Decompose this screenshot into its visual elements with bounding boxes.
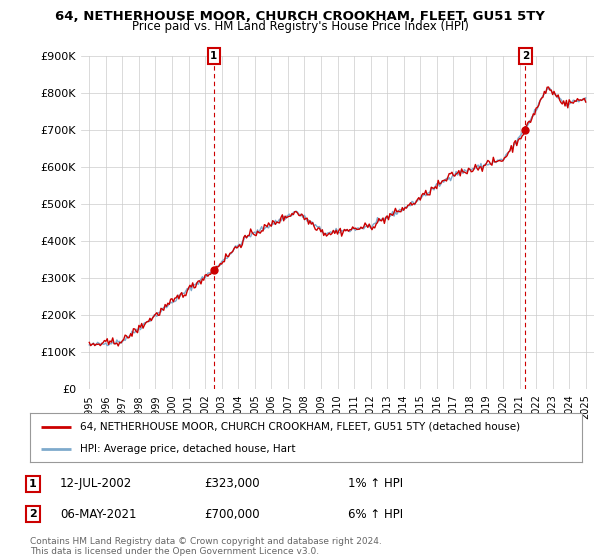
Text: 64, NETHERHOUSE MOOR, CHURCH CROOKHAM, FLEET, GU51 5TY (detached house): 64, NETHERHOUSE MOOR, CHURCH CROOKHAM, F… (80, 422, 520, 432)
Text: Contains HM Land Registry data © Crown copyright and database right 2024.: Contains HM Land Registry data © Crown c… (30, 537, 382, 546)
Text: 2: 2 (29, 509, 37, 519)
Text: HPI: Average price, detached house, Hart: HPI: Average price, detached house, Hart (80, 444, 295, 454)
Text: 1: 1 (210, 51, 218, 61)
Text: 1: 1 (29, 479, 37, 489)
Text: £323,000: £323,000 (204, 477, 260, 491)
Text: 1% ↑ HPI: 1% ↑ HPI (348, 477, 403, 491)
Text: 6% ↑ HPI: 6% ↑ HPI (348, 507, 403, 521)
Text: 2: 2 (521, 51, 529, 61)
Text: 64, NETHERHOUSE MOOR, CHURCH CROOKHAM, FLEET, GU51 5TY: 64, NETHERHOUSE MOOR, CHURCH CROOKHAM, F… (55, 10, 545, 22)
Text: Price paid vs. HM Land Registry's House Price Index (HPI): Price paid vs. HM Land Registry's House … (131, 20, 469, 33)
Text: 12-JUL-2002: 12-JUL-2002 (60, 477, 132, 491)
Text: 06-MAY-2021: 06-MAY-2021 (60, 507, 137, 521)
Text: This data is licensed under the Open Government Licence v3.0.: This data is licensed under the Open Gov… (30, 547, 319, 556)
Text: £700,000: £700,000 (204, 507, 260, 521)
